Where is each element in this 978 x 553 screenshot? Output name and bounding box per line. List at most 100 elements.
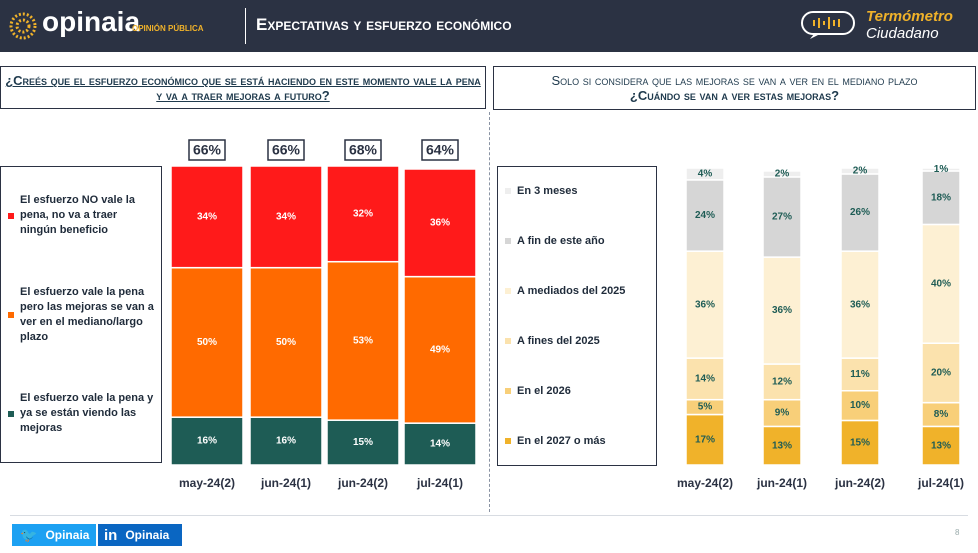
bar-segment [326,260,400,421]
badge-line1: Termómetro [866,8,953,25]
bar-segment [840,357,880,392]
value-label: 10% [850,400,870,411]
chart2-title: ¿Cuándo se van a ver estas mejoras? [629,88,840,103]
bar-segment [762,398,802,428]
value-label: 36% [695,299,715,310]
bar-segment [840,390,880,422]
total-label: 66% [272,142,301,158]
value-label: 9% [775,408,790,419]
value-label: 34% [276,211,296,222]
value-label: 34% [197,211,217,222]
legend-item: A mediados del 2025 [505,269,649,313]
chart1-title: ¿Creés que el esfuerzo económico que se … [0,66,486,109]
value-label: 36% [850,299,870,310]
bar-segment [921,223,961,344]
value-label: 17% [695,434,715,445]
x-tick-label: jun-24(1) [756,476,807,490]
total-box [188,139,226,161]
value-label: 32% [353,208,373,219]
x-tick-label: jun-24(1) [260,476,311,490]
chart2-heading: Solo si considera que las mejoras se van… [493,66,976,110]
total-box [421,139,459,161]
twitter-button[interactable]: 🐦 Opinaia [12,524,96,546]
bar-segment [921,342,961,404]
total-box [267,139,305,161]
legend-item: En el 2027 o más [505,419,649,463]
value-label: 12% [772,376,792,387]
legend-item: En el 2026 [505,369,649,413]
bar-segment [762,256,802,365]
value-label: 36% [772,305,792,316]
value-label: 14% [430,439,450,450]
total-label: 64% [426,142,455,158]
chart2-subtitle: Solo si considera que las mejoras se van… [551,73,918,88]
total-box [344,139,382,161]
value-label: 24% [695,210,715,221]
legend-swatch [505,338,511,344]
header-title: Expectativas y esfuerzo económico [256,15,512,34]
footer-rule [10,515,968,516]
bar-segment [403,168,477,278]
legend-swatch [8,311,14,318]
legend-label: El esfuerzo vale la pena y ya se están v… [20,392,154,434]
legend-label: En el 2026 [517,384,571,397]
twitter-label: Opinaia [45,528,90,542]
divider [245,8,246,44]
badge-icon [801,11,855,39]
value-label: 4% [698,169,713,180]
linkedin-label: Opinaia [125,528,170,542]
twitter-icon: 🐦 [20,526,38,543]
legend-label: En el 2027 o más [517,434,606,447]
value-label: 16% [276,436,296,447]
value-label: 15% [850,437,870,448]
legend-item: A fin de este año [505,219,649,263]
x-tick-label: jun-24(2) [834,476,885,490]
value-label: 26% [850,207,870,218]
legend-swatch [8,212,14,219]
bar-segment [326,165,400,263]
linkedin-icon: in [104,526,118,544]
header-bar: opinaia OPINIÓN PÚBLICA Expectativas y e… [0,0,978,52]
total-label: 66% [193,142,222,158]
x-tick-label: jul-24(1) [917,476,964,490]
value-label: 16% [197,436,217,447]
legend-item: A fines del 2025 [505,319,649,363]
bar-segment [685,357,725,401]
legend-label: En 3 meses [517,184,578,197]
brand: opinaia [42,6,141,37]
value-label: 13% [931,440,951,451]
bar-segment [403,275,477,424]
legend-label: A fines del 2025 [517,334,600,347]
value-label: 36% [430,217,450,228]
value-label: 50% [276,337,296,348]
bar-segment [762,170,802,178]
legend-swatch [8,410,14,417]
bar-segment [685,413,725,466]
bar-segment [840,167,880,175]
value-label: 27% [772,212,792,223]
linkedin-button[interactable]: in Opinaia [98,524,182,546]
value-label: 2% [775,169,790,180]
legend-item: El esfuerzo NO vale la pena, no va a tra… [8,194,154,238]
x-tick-label: may-24(2) [677,476,733,490]
bar-segment [685,167,725,181]
value-label: 13% [772,440,792,451]
legend-swatch [505,238,511,244]
brand-sub: OPINIÓN PÚBLICA [132,24,204,33]
legend-box [0,166,162,463]
value-label: 11% [850,369,870,380]
legend-swatch [505,388,511,394]
bar-segment [921,425,961,466]
legend-label: El esfuerzo NO vale la pena, no va a tra… [20,194,135,236]
legend-swatch [505,438,511,444]
x-tick-label: jun-24(2) [337,476,388,490]
value-label: 53% [353,336,373,347]
badge-line2: Ciudadano [866,25,939,42]
bar-segment [249,165,323,269]
legend-swatch [505,288,511,294]
bar-segment [921,167,961,172]
value-label: 14% [695,374,715,385]
legend-item: El esfuerzo vale la pena y ya se están v… [8,392,154,436]
